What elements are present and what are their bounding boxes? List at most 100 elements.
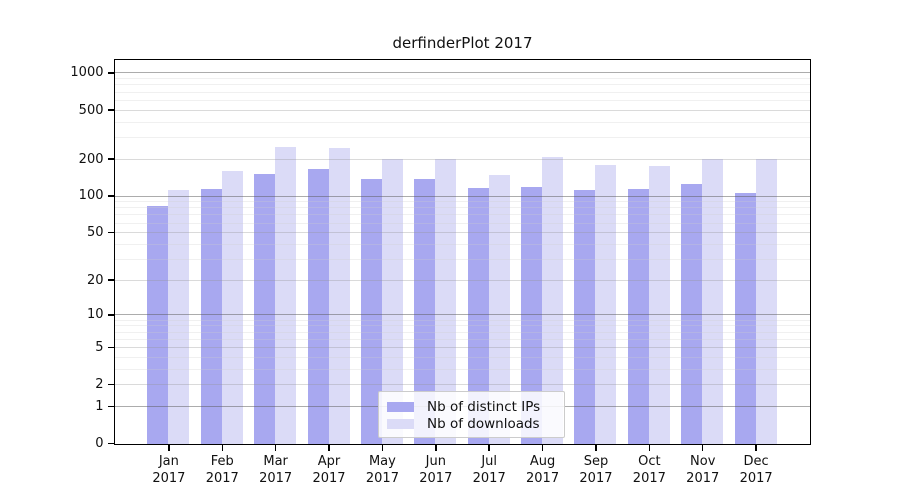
- y-tick-label: 50: [86, 225, 104, 241]
- gridline-minor: [115, 99, 810, 101]
- x-tick-label: Jun 2017: [404, 453, 468, 487]
- x-tick-label: May 2017: [350, 453, 414, 487]
- y-tick-label: 200: [78, 151, 104, 167]
- gridline-minor: [115, 319, 810, 321]
- bar-downloads-jul: [488, 174, 510, 444]
- gridline-minor: [115, 121, 810, 123]
- gridline-minor: [115, 331, 810, 333]
- x-tick-label-line: 2017: [579, 470, 613, 486]
- bar-distinct-ips-oct: [627, 189, 649, 444]
- x-tick-label-line: Oct: [638, 453, 661, 469]
- y-tick-mark: [108, 346, 115, 349]
- gridline-minor: [115, 222, 810, 224]
- x-tick-label-line: 2017: [259, 470, 293, 486]
- x-tick-mark: [648, 443, 651, 451]
- x-tick-mark: [221, 443, 224, 451]
- gridline: [115, 279, 810, 281]
- bar-distinct-ips-jun: [414, 179, 436, 444]
- gridline: [115, 232, 810, 234]
- gridline: [115, 158, 810, 160]
- x-tick-mark: [168, 443, 170, 451]
- x-tick-label-line: 2017: [312, 470, 346, 486]
- bar-downloads-oct: [648, 166, 670, 444]
- chart-title: derfinderPlot 2017: [392, 34, 533, 52]
- x-tick-label: Apr 2017: [297, 453, 361, 487]
- x-tick-label: Jul 2017: [457, 453, 521, 487]
- bar-downloads-aug: [542, 157, 564, 444]
- legend-swatch-downloads: [387, 418, 414, 429]
- bar-distinct-ips-jan: [147, 205, 169, 444]
- gridline: [115, 109, 810, 111]
- gridline-major: [115, 72, 810, 74]
- y-tick-mark: [108, 383, 115, 386]
- x-tick-mark: [755, 443, 757, 451]
- bar-downloads-sep: [595, 165, 617, 444]
- gridline: [115, 346, 810, 348]
- gridline-major: [115, 195, 810, 197]
- x-tick-mark: [541, 443, 544, 451]
- x-tick-label-line: 2017: [472, 470, 506, 486]
- bar-distinct-ips-feb: [200, 188, 222, 444]
- x-tick-mark: [488, 443, 490, 451]
- x-tick-mark: [381, 443, 384, 451]
- bar-distinct-ips-nov: [681, 184, 703, 444]
- y-tick-mark: [108, 109, 115, 111]
- gridline-minor: [115, 136, 810, 138]
- bar-distinct-ips-apr: [307, 168, 329, 444]
- x-tick-label-line: 2017: [152, 470, 186, 486]
- gridline-minor: [115, 258, 810, 260]
- x-tick-label-line: Apr: [317, 453, 341, 469]
- gridline-minor: [115, 368, 810, 370]
- x-tick-label: Dec 2017: [724, 453, 788, 487]
- y-tick-label: 1: [95, 398, 104, 414]
- bar-downloads-dec: [755, 159, 777, 444]
- gridline-minor: [115, 243, 810, 245]
- x-tick-label-line: Jul: [481, 453, 498, 469]
- y-tick-label: 500: [78, 102, 104, 118]
- x-tick-mark: [274, 443, 277, 451]
- bar-distinct-ips-dec: [734, 192, 756, 444]
- x-tick-label: Nov 2017: [671, 453, 735, 487]
- x-tick-label: Sep 2017: [564, 453, 628, 487]
- legend-swatch-distinct-ips: [387, 401, 414, 412]
- x-tick-label-line: Dec: [743, 453, 769, 469]
- bar-downloads-may: [381, 159, 403, 444]
- bar-distinct-ips-jul: [467, 188, 489, 444]
- x-tick-label-line: Jan: [158, 453, 179, 469]
- x-tick-label-line: Jun: [425, 453, 446, 469]
- y-tick-label: 1000: [70, 65, 104, 81]
- bar-distinct-ips-aug: [521, 186, 543, 444]
- bar-downloads-nov: [702, 159, 724, 444]
- plot-area: [114, 59, 811, 445]
- y-tick-mark: [108, 442, 115, 445]
- x-tick-mark: [701, 443, 704, 451]
- y-tick-mark: [108, 72, 115, 74]
- legend: Nb of distinct IPs Nb of downloads: [378, 391, 565, 438]
- x-tick-mark: [435, 443, 437, 451]
- y-tick-mark: [108, 314, 115, 316]
- gridline: [115, 384, 810, 386]
- legend-item-downloads: Nb of downloads: [387, 415, 556, 432]
- x-tick-label-line: 2017: [526, 470, 560, 486]
- gridline-minor: [115, 338, 810, 340]
- bar-downloads-jun: [435, 159, 457, 444]
- gridline-minor: [115, 201, 810, 203]
- x-tick-label-line: Nov: [690, 453, 716, 469]
- y-tick-label: 0: [95, 436, 104, 451]
- bar-downloads-apr: [328, 147, 350, 444]
- y-tick-mark: [108, 279, 115, 281]
- bar-downloads-mar: [275, 146, 297, 444]
- gridline-minor: [115, 356, 810, 358]
- x-tick-label-line: 2017: [419, 470, 453, 486]
- x-tick-mark: [595, 443, 597, 451]
- legend-item-distinct-ips: Nb of distinct IPs: [387, 398, 556, 415]
- gridline-minor: [115, 84, 810, 86]
- gridline-minor: [115, 325, 810, 327]
- y-tick-mark: [108, 158, 115, 160]
- x-tick-label-line: 2017: [632, 470, 666, 486]
- x-tick-label-line: 2017: [365, 470, 399, 486]
- x-tick-label: Mar 2017: [244, 453, 308, 487]
- gridline-minor: [115, 78, 810, 80]
- x-tick-label-line: Sep: [583, 453, 609, 469]
- y-tick-label: 2: [95, 377, 104, 393]
